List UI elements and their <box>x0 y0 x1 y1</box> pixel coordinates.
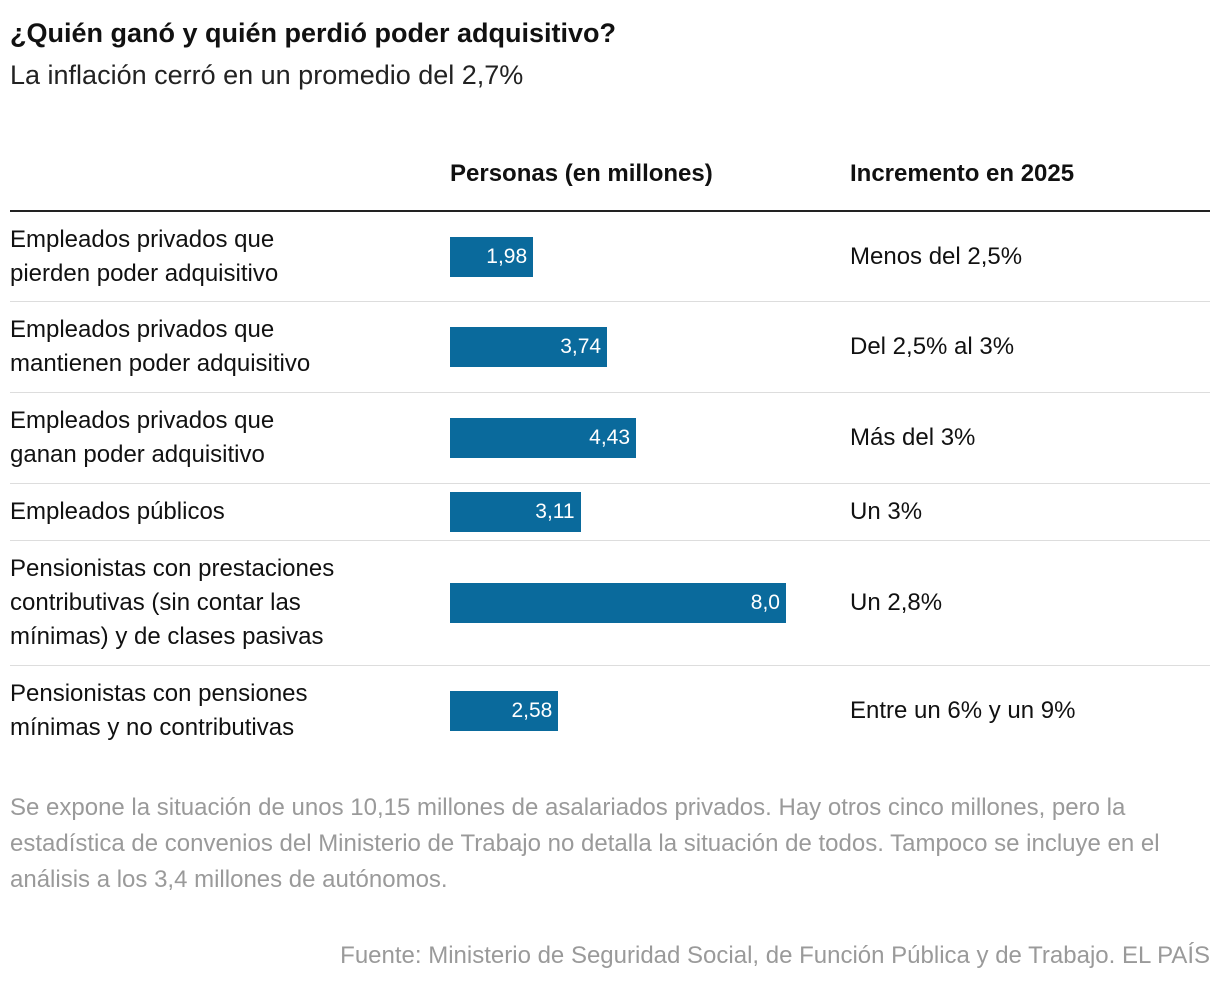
table-row: Empleados privados que mantienen poder a… <box>10 302 1210 393</box>
footnote: Se expone la situación de unos 10,15 mil… <box>10 794 1160 893</box>
row-label: Pensionistas con pensiones mínimas y no … <box>10 680 308 741</box>
increment-value: Más del 3% <box>850 424 976 451</box>
row-label: Empleados privados que mantienen poder a… <box>10 316 311 377</box>
increment-value: Un 3% <box>850 498 923 525</box>
bar-cell: 8,0 <box>450 583 786 623</box>
table-row: Empleados privados que ganan poder adqui… <box>10 393 1210 484</box>
bar-cell: 3,74 <box>450 327 608 367</box>
table-row: Empleados públicos 3,11 Un 3% <box>10 484 1210 541</box>
table-row: Empleados privados que pierden poder adq… <box>10 212 1210 302</box>
bar: 2,58 <box>450 691 559 731</box>
bar-cell: 4,43 <box>450 418 637 458</box>
bar-value-label: 3,11 <box>535 500 575 523</box>
bar-value-label: 3,74 <box>560 335 602 358</box>
source: Fuente: Ministerio de Seguridad Social, … <box>340 942 1210 969</box>
bar-value-label: 8,0 <box>750 591 780 614</box>
row-label: Empleados públicos <box>10 498 225 525</box>
table-body: Empleados privados que pierden poder adq… <box>10 212 1210 756</box>
row-label: Empleados privados que ganan poder adqui… <box>10 407 275 468</box>
bar-value-label: 2,58 <box>511 699 553 722</box>
bar: 3,74 <box>450 327 608 367</box>
column-header-incremento: Incremento en 2025 <box>850 160 1075 187</box>
bar-value-label: 4,43 <box>589 426 631 449</box>
chart-subtitle: La inflación cerró en un promedio del 2,… <box>10 60 524 90</box>
increment-value: Menos del 2,5% <box>850 242 1023 270</box>
table-row: Pensionistas con prestaciones contributi… <box>10 541 1210 666</box>
bar-cell: 3,11 <box>450 492 581 532</box>
bar-value-label: 1,98 <box>486 244 528 268</box>
bar: 3,11 <box>450 492 581 532</box>
row-label: Pensionistas con prestaciones contributi… <box>10 555 335 650</box>
bar-cell: 2,58 <box>450 691 559 731</box>
increment-value: Entre un 6% y un 9% <box>850 697 1076 724</box>
bar: 1,98 <box>450 236 534 277</box>
header-divider <box>10 210 1210 212</box>
chart-title: ¿Quién ganó y quién perdió poder adquisi… <box>10 18 617 48</box>
bar: 4,43 <box>450 418 637 458</box>
table-row: Pensionistas con pensiones mínimas y no … <box>10 666 1210 756</box>
increment-value: Del 2,5% al 3% <box>850 333 1015 360</box>
row-label: Empleados privados que pierden poder adq… <box>10 225 279 287</box>
increment-value: Un 2,8% <box>850 589 943 616</box>
bar-cell: 1,98 <box>450 236 534 277</box>
column-header-personas: Personas (en millones) <box>450 160 713 187</box>
bar: 8,0 <box>450 583 786 623</box>
